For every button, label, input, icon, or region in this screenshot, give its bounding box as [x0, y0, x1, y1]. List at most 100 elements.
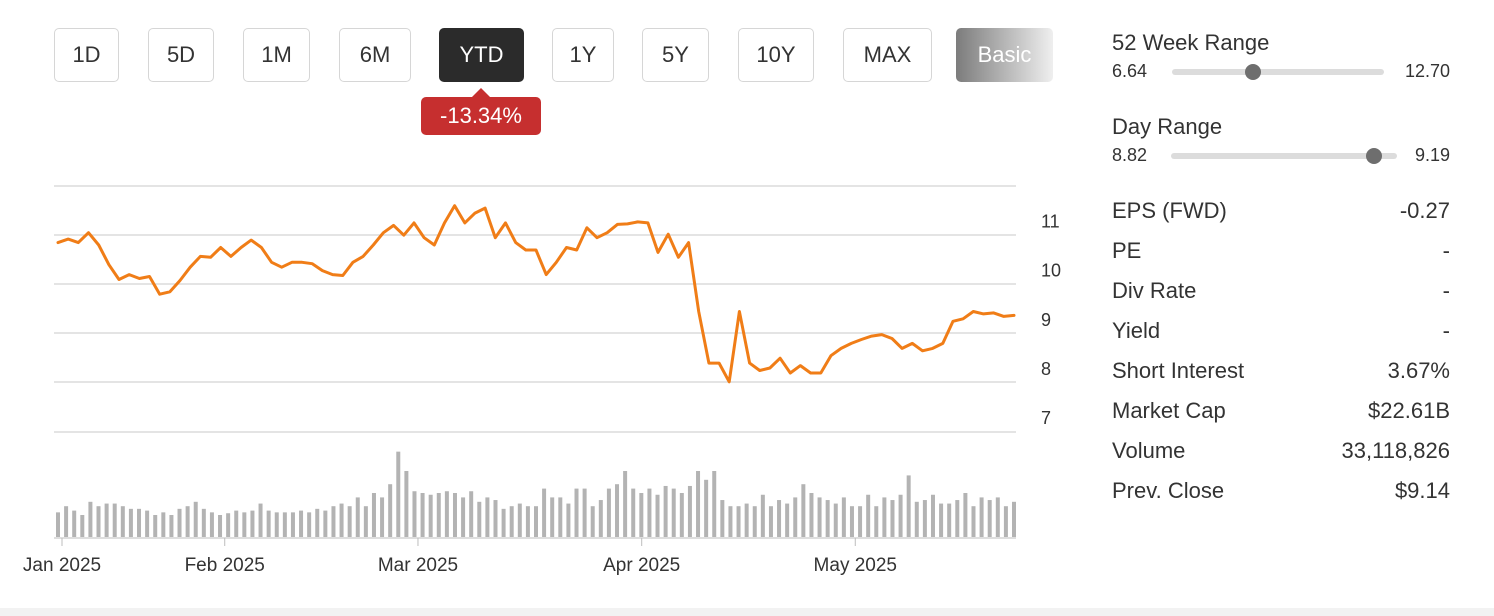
volume-bar	[226, 513, 231, 537]
y-tick-label: 7	[1041, 408, 1051, 428]
x-tick-label: Jan 2025	[23, 555, 101, 576]
volume-bar	[955, 500, 960, 537]
volume-bar	[331, 506, 336, 537]
volume-bar	[517, 503, 522, 537]
volume-bar	[153, 515, 158, 537]
volume-bar	[299, 510, 304, 537]
stat-label-eps: EPS (FWD)	[1112, 198, 1227, 223]
day-range-track	[1171, 153, 1397, 159]
volume-bar	[355, 497, 360, 537]
volume-bar	[687, 485, 692, 537]
volume-bar	[606, 488, 611, 537]
volume-bar	[890, 500, 895, 537]
volume-bar	[161, 512, 166, 537]
volume-bar	[679, 493, 684, 537]
volume-bar	[809, 493, 814, 537]
volume-bar	[639, 493, 644, 537]
volume-bar	[930, 494, 935, 537]
volume-bar	[493, 500, 498, 537]
week52-range-title: 52 Week Range	[1112, 30, 1270, 55]
volume-bar	[209, 512, 214, 537]
volume-bar	[793, 497, 798, 537]
volume-bar	[201, 508, 206, 537]
volume-bar	[922, 500, 927, 537]
volume-bar	[979, 497, 984, 537]
range-button-1y[interactable]: 1Y	[552, 28, 614, 82]
volume-bar	[485, 497, 490, 537]
week52-range-track	[1172, 69, 1384, 75]
volume-bar	[307, 512, 312, 537]
x-tick-label: Apr 2025	[603, 555, 680, 576]
volume-bar	[234, 510, 239, 537]
volume-bar	[663, 485, 668, 537]
volume-bar	[914, 501, 919, 537]
volume-bar	[833, 503, 838, 537]
volume-bar	[760, 494, 765, 537]
volume-bar	[671, 488, 676, 537]
y-tick-label: 11	[1041, 211, 1060, 231]
volume-bar	[647, 488, 652, 537]
change-percent-badge: -13.34%	[421, 88, 541, 135]
price-series-line	[56, 204, 1016, 384]
volume-bar	[542, 488, 547, 537]
volume-bar	[218, 515, 223, 537]
price-chart: 11 10 9 8 7 Jan 2025 Feb 2025 Mar 2025 Apr 2025 M…	[23, 185, 1061, 576]
volume-bar	[1012, 501, 1016, 537]
x-tick-label: May 2025	[814, 555, 897, 576]
volume-bar	[250, 510, 255, 537]
volume-bar	[858, 506, 863, 537]
y-tick-label: 10	[1041, 261, 1061, 281]
volume-bar	[169, 515, 174, 537]
week52-low: 6.64	[1112, 61, 1148, 81]
volume-bar	[371, 493, 376, 537]
range-button-10y[interactable]: 10Y	[738, 28, 814, 82]
volume-bar	[785, 503, 790, 537]
volume-bar	[558, 497, 563, 537]
volume-bar	[380, 497, 385, 537]
volume-bar	[874, 506, 879, 537]
volume-bar	[752, 506, 757, 537]
day-range-marker	[1366, 148, 1383, 164]
week52-high: 12.70	[1404, 61, 1450, 81]
volume-bar	[971, 506, 976, 537]
y-tick-label: 8	[1041, 359, 1051, 379]
volume-bar	[866, 494, 871, 537]
basic-view-button[interactable]: Basic	[956, 28, 1053, 82]
volume-bar	[347, 506, 352, 537]
volume-bar	[185, 506, 190, 537]
stat-label-market-cap: Market Cap	[1112, 398, 1226, 423]
volume-bar	[56, 512, 60, 537]
x-tick-label: Feb 2025	[185, 555, 265, 576]
volume-bar	[428, 494, 433, 537]
volume-bar	[501, 508, 506, 537]
volume-bar	[947, 503, 952, 537]
volume-bar	[120, 506, 125, 537]
volume-bar	[315, 508, 320, 537]
volume-bar	[590, 506, 595, 537]
range-button-ytd[interactable]: YTD	[439, 28, 524, 82]
range-button-5y[interactable]: 5Y	[642, 28, 709, 82]
volume-bar	[412, 491, 417, 537]
stat-value-yield: -	[1442, 318, 1450, 343]
volume-bar	[623, 471, 628, 537]
range-button-max[interactable]: MAX	[843, 28, 932, 82]
volume-bar	[339, 503, 344, 537]
stat-value-market-cap: $22.61B	[1368, 398, 1450, 423]
range-button-1d[interactable]: 1D	[54, 28, 119, 82]
range-button-6m[interactable]: 6M	[339, 28, 411, 82]
volume-bar	[744, 503, 749, 537]
y-tick-label: 9	[1041, 310, 1051, 330]
volume-bar	[801, 484, 806, 537]
volume-bar	[388, 484, 393, 537]
stat-label-prev-close: Prev. Close	[1112, 478, 1225, 503]
volume-bar	[939, 503, 944, 537]
range-button-1m[interactable]: 1M	[243, 28, 310, 82]
volume-bar	[444, 491, 449, 537]
volume-bar	[582, 488, 587, 537]
volume-bar	[906, 475, 911, 537]
volume-bar	[1003, 506, 1008, 537]
volume-bar	[655, 494, 660, 537]
range-button-5d[interactable]: 5D	[148, 28, 214, 82]
volume-bar	[736, 506, 741, 537]
stat-value-eps: -0.27	[1399, 198, 1450, 223]
